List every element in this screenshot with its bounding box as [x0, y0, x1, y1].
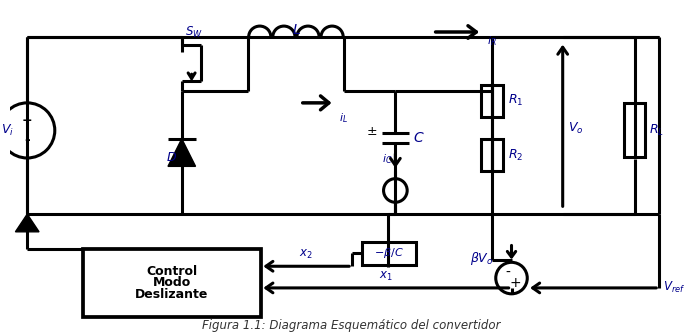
Text: $V_o$: $V_o$ — [568, 121, 583, 136]
Bar — [481, 85, 502, 117]
Text: $\beta V_o$: $\beta V_o$ — [471, 250, 493, 267]
Text: Control: Control — [147, 265, 197, 278]
Text: $R_2$: $R_2$ — [507, 148, 523, 163]
Text: $V_i$: $V_i$ — [1, 123, 13, 138]
Text: +: + — [509, 276, 521, 290]
Bar — [623, 103, 646, 157]
Text: $R_L$: $R_L$ — [649, 123, 664, 138]
Text: $R_1$: $R_1$ — [507, 93, 523, 109]
Text: $i_L$: $i_L$ — [339, 111, 348, 125]
Bar — [481, 139, 502, 171]
Text: $x_2$: $x_2$ — [299, 248, 313, 261]
Text: $i_R$: $i_R$ — [487, 34, 497, 48]
Text: $i_C$: $i_C$ — [382, 152, 393, 166]
Text: $C$: $C$ — [413, 131, 425, 145]
Text: -: - — [505, 266, 510, 280]
Text: $L$: $L$ — [291, 23, 300, 37]
Text: Deslizante: Deslizante — [136, 288, 208, 301]
Text: +: + — [22, 114, 33, 127]
Text: -: - — [24, 133, 30, 147]
Text: $x_1$: $x_1$ — [379, 270, 393, 283]
Text: $S_W$: $S_W$ — [185, 25, 203, 40]
Text: $-\beta/C$: $-\beta/C$ — [373, 247, 403, 260]
Text: $D$: $D$ — [166, 151, 177, 164]
Bar — [362, 242, 416, 265]
Text: $V_{ref}$: $V_{ref}$ — [663, 280, 685, 295]
Polygon shape — [168, 139, 195, 166]
Text: Modo: Modo — [153, 277, 191, 290]
Text: $\pm$: $\pm$ — [366, 125, 377, 138]
Polygon shape — [15, 214, 39, 232]
Text: Figura 1.1: Diagrama Esquemático del convertidor: Figura 1.1: Diagrama Esquemático del con… — [202, 319, 500, 332]
Bar — [83, 249, 261, 318]
